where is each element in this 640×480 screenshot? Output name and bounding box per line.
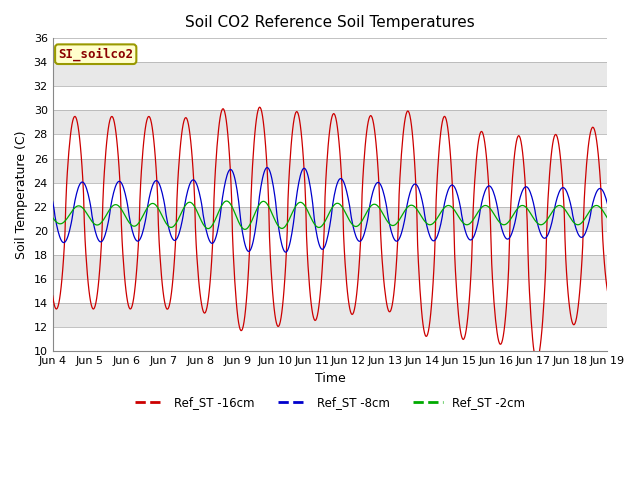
- Bar: [52, 182, 607, 207]
- Bar: [52, 231, 607, 255]
- Legend: Ref_ST -16cm, Ref_ST -8cm, Ref_ST -2cm: Ref_ST -16cm, Ref_ST -8cm, Ref_ST -2cm: [130, 392, 530, 414]
- Bar: [52, 279, 607, 303]
- Bar: [52, 327, 607, 351]
- Title: Soil CO2 Reference Soil Temperatures: Soil CO2 Reference Soil Temperatures: [185, 15, 475, 30]
- X-axis label: Time: Time: [315, 372, 346, 384]
- Bar: [52, 134, 607, 158]
- Y-axis label: Soil Temperature (C): Soil Temperature (C): [15, 131, 28, 259]
- Bar: [52, 86, 607, 110]
- Text: SI_soilco2: SI_soilco2: [58, 48, 133, 61]
- Bar: [52, 38, 607, 62]
